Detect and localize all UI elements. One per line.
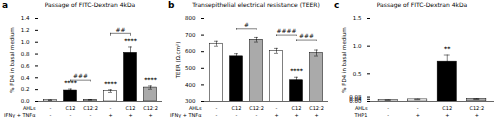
svg-text:C12:2: C12:2 (143, 105, 158, 111)
svg-text:0.2: 0.2 (21, 86, 30, 92)
svg-text:+: + (148, 112, 152, 118)
svg-text:-: - (90, 112, 92, 118)
svg-text:####: #### (276, 27, 296, 34)
svg-text:0.08: 0.08 (349, 94, 362, 100)
svg-text:600: 600 (185, 48, 196, 54)
svg-text:1.0: 1.0 (21, 39, 30, 45)
svg-text:C12:2: C12:2 (309, 105, 324, 111)
svg-text:+: + (108, 112, 112, 118)
svg-text:0.8: 0.8 (21, 51, 30, 57)
svg-text:-: - (50, 105, 52, 111)
svg-text:-: - (256, 112, 258, 118)
svg-text:1.5: 1.5 (353, 15, 362, 21)
svg-text:400: 400 (185, 82, 196, 88)
svg-text:C12: C12 (232, 105, 242, 111)
svg-text:+: + (416, 112, 420, 118)
svg-text:C12: C12 (66, 105, 76, 111)
svg-text:C12:2: C12:2 (469, 105, 484, 111)
svg-text:+: + (128, 112, 132, 118)
svg-text:IFNγ + TNFα: IFNγ + TNFα (4, 112, 36, 119)
svg-text:0.4: 0.4 (21, 75, 30, 81)
svg-text:-: - (276, 105, 278, 111)
svg-text:C12: C12 (292, 105, 302, 111)
svg-text:700: 700 (185, 32, 196, 38)
svg-text:0.5: 0.5 (353, 71, 362, 77)
svg-text:1.0: 1.0 (353, 43, 362, 49)
svg-text:1.2: 1.2 (21, 27, 30, 33)
svg-text:-: - (110, 105, 112, 111)
svg-text:##: ## (115, 26, 125, 33)
html-text:c: c (334, 0, 340, 10)
html-text:Transepithelial electrical res: Transepithelial electrical resistance (T… (192, 1, 320, 8)
svg-text:1.4: 1.4 (21, 15, 30, 21)
svg-text:AHLs: AHLs (355, 105, 368, 111)
svg-text:-: - (236, 112, 238, 118)
svg-text:0.6: 0.6 (21, 63, 30, 69)
svg-text:###: ### (299, 32, 314, 39)
svg-text:C12:2: C12:2 (83, 105, 98, 111)
svg-text:-: - (216, 105, 218, 111)
svg-text:+: + (294, 112, 298, 118)
svg-text:C12: C12 (442, 105, 452, 111)
svg-text:**: ** (444, 45, 451, 52)
svg-text:-: - (387, 105, 389, 111)
html-text:Passage of FITC-Dextran 4kDa: Passage of FITC-Dextran 4kDa (376, 1, 468, 8)
svg-text:-: - (387, 112, 389, 118)
svg-text:500: 500 (185, 65, 196, 71)
svg-text:AHLs: AHLs (23, 105, 36, 111)
svg-text:#: # (244, 21, 249, 28)
svg-text:C12:2: C12:2 (249, 105, 264, 111)
svg-text:-: - (216, 112, 218, 118)
svg-text:IFNγ + TNFα: IFNγ + TNFα (170, 112, 202, 119)
svg-text:****: **** (104, 80, 117, 87)
svg-text:+: + (314, 112, 318, 118)
svg-text:+: + (445, 112, 449, 118)
svg-text:300: 300 (185, 98, 196, 104)
svg-text:C12: C12 (126, 105, 136, 111)
svg-text:-: - (417, 105, 419, 111)
svg-text:****: **** (144, 76, 157, 83)
svg-text:% FD4 in basal medium: % FD4 in basal medium (9, 27, 15, 92)
svg-text:% FD4 in basal medium: % FD4 in basal medium (341, 27, 347, 92)
svg-text:TEER (Ω.cm²): TEER (Ω.cm²) (175, 42, 181, 80)
svg-text:+: + (475, 112, 479, 118)
html-text:b: b (168, 0, 175, 10)
svg-text:****: **** (290, 67, 303, 74)
svg-text:800: 800 (185, 15, 196, 21)
svg-text:+: + (274, 112, 278, 118)
svg-text:AHLs: AHLs (189, 105, 202, 111)
svg-text:###: ### (73, 72, 88, 79)
svg-text:0.0: 0.0 (21, 98, 30, 104)
html-text:a: a (2, 0, 9, 10)
svg-text:-: - (50, 112, 52, 118)
svg-text:****: **** (124, 37, 137, 44)
svg-text:-: - (70, 112, 72, 118)
html-text:Passage of FITC-Dextran 4kDa: Passage of FITC-Dextran 4kDa (44, 1, 136, 8)
svg-text:THP1: THP1 (353, 112, 367, 118)
